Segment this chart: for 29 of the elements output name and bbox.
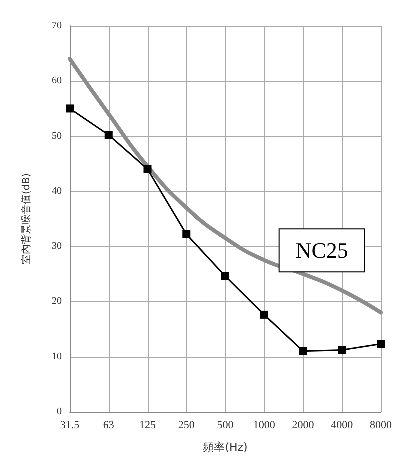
y-tick-label: 0	[57, 406, 62, 418]
x-tick-label: 2000	[292, 420, 315, 432]
y-tick-label: 70	[52, 20, 62, 32]
x-axis-title: 頻率(Hz)	[203, 441, 248, 454]
point	[338, 346, 346, 354]
x-tick-label: 500	[217, 420, 234, 432]
point	[222, 272, 230, 280]
point	[104, 131, 113, 140]
x-tick-label: 8000	[370, 420, 392, 432]
point	[144, 165, 152, 174]
point	[260, 310, 268, 319]
y-tick-label: 40	[52, 186, 62, 197]
x-tick-label: 31.5	[60, 420, 80, 432]
point	[377, 340, 385, 348]
x-tick-label: 4000	[331, 420, 354, 432]
x-tick-label: 125	[140, 420, 156, 432]
y-tick-label: 50	[52, 130, 62, 142]
y-axis-title: 室內背景噪音值(dB)	[20, 173, 32, 265]
y-tick-label: 10	[52, 351, 62, 362]
x-tick-label: 63	[103, 420, 115, 432]
point	[299, 347, 308, 356]
y-tick-label: 20	[52, 296, 62, 308]
point	[66, 104, 74, 113]
y-tick-label: 60	[52, 76, 62, 87]
series-label: NC25	[296, 238, 348, 264]
point	[182, 230, 191, 238]
x-tick-label: 250	[178, 420, 196, 432]
y-tick-label: 30	[52, 241, 62, 252]
x-tick-label: 1000	[253, 420, 276, 432]
